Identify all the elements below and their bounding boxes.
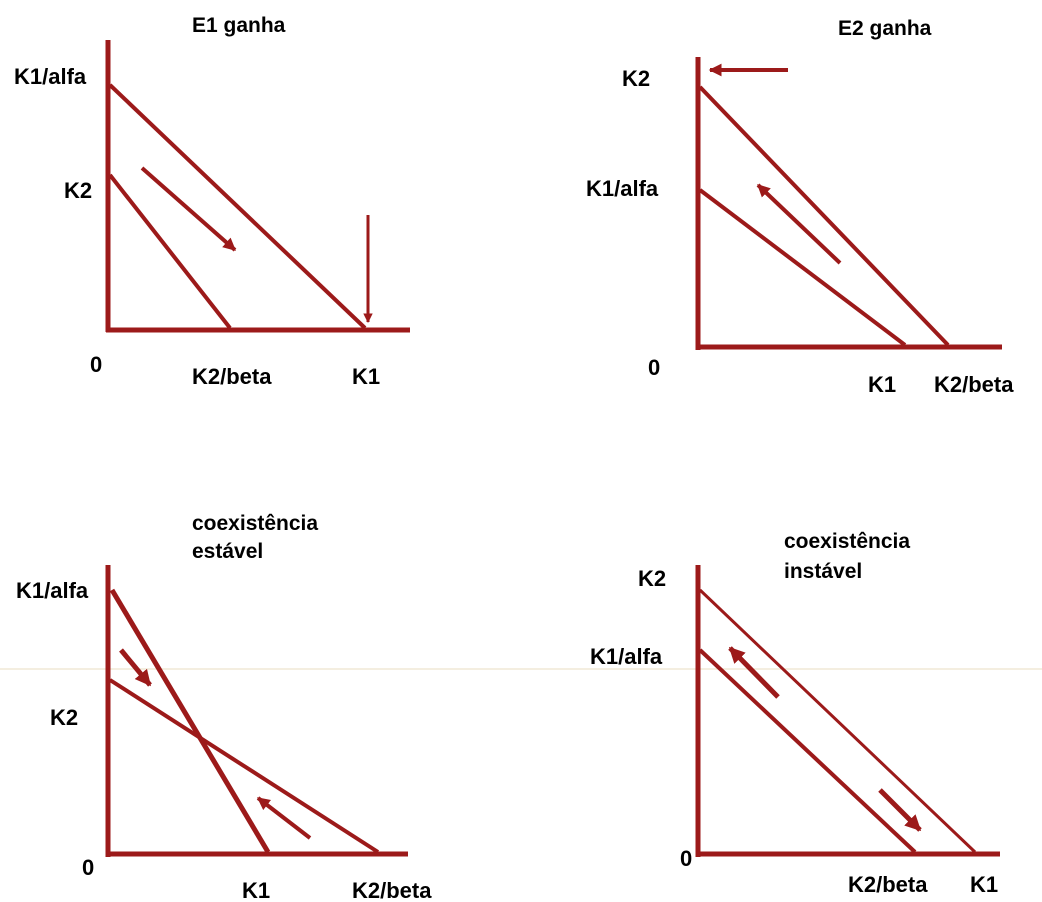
y-label-mid: K1/alfa [590,644,663,669]
x-label-b: K1 [970,872,998,897]
panel-title-line-2: estável [192,540,263,563]
isocline-species-1 [698,648,917,854]
panel-title-line-2: instável [784,560,862,583]
y-label-mid: K2 [50,705,78,730]
x-label-a: K1 [868,372,896,397]
isocline-species-2 [108,678,380,854]
isocline-species-2 [108,173,232,330]
isocline-species-2 [698,85,950,347]
isocline-species-1 [109,588,271,854]
isocline-species-1 [698,188,907,347]
origin-label: 0 [648,355,660,380]
panel-e2-wins: E2 ganha K2 K1/alfa 0 K1 K2/beta [586,17,1014,397]
panel-e1-wins: E1 ganha K1/alfa K2 0 K2/beta K1 [14,14,410,389]
x-label-b: K1 [352,364,380,389]
trajectory-arrow [140,166,237,252]
y-label-mid: K1/alfa [586,176,659,201]
trajectory-arrow-lower [878,788,922,832]
y-label-top: K2 [622,66,650,91]
isocline-species-1 [108,83,367,330]
y-label-mid: K2 [64,178,92,203]
trajectory-arrow [756,183,842,265]
x-label-a: K1 [242,878,270,902]
isocline-species-2 [698,588,977,854]
x-label-a: K2/beta [848,872,928,897]
x-label-b: K2/beta [352,878,432,902]
y-label-top: K1/alfa [16,578,89,603]
y-label-top: K1/alfa [14,64,87,89]
x-label-b: K2/beta [934,372,1014,397]
origin-label: 0 [90,352,102,377]
panel-title-line-1: coexistência [784,530,910,553]
x-label-a: K2/beta [192,364,272,389]
panel-unstable-coexistence: coexistência instável K2 K1/alfa 0 K2/be… [590,530,1000,897]
trajectory-arrow-upper [728,646,780,699]
y-label-top: K2 [638,566,666,591]
panel-title: E2 ganha [838,17,932,40]
origin-label: 0 [680,846,692,871]
panel-title: E1 ganha [192,14,286,37]
panel-title-line-1: coexistência [192,512,318,535]
trajectory-arrow-upper [119,648,152,687]
panel-stable-coexistence: coexistência estável K1/alfa K2 0 K1 K2/… [16,512,432,902]
origin-label: 0 [82,855,94,880]
trajectory-arrow-lower [256,796,312,840]
